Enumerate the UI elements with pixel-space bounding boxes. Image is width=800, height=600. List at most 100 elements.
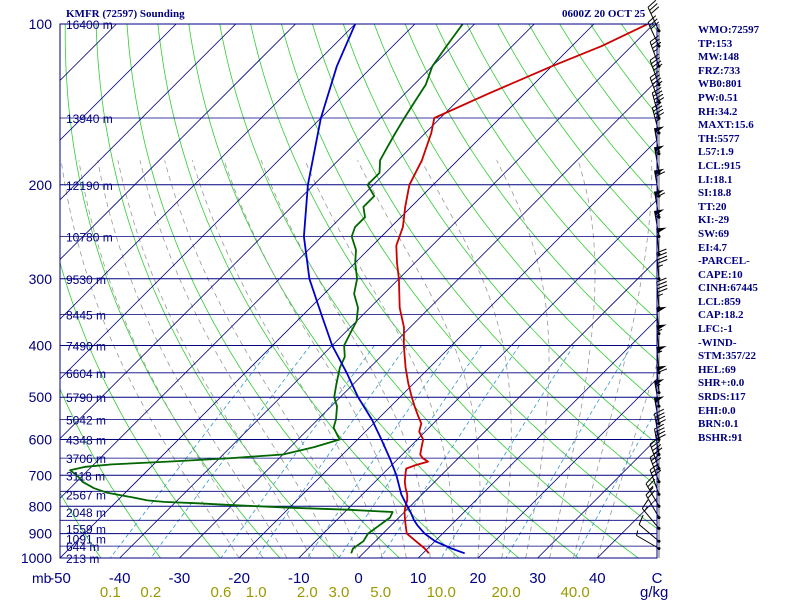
barb-flag — [657, 259, 668, 264]
barb-base-dot — [657, 480, 661, 484]
barb-base-dot — [657, 44, 661, 48]
moist-adiabat-line — [420, 160, 512, 558]
isotherm-line — [60, 24, 475, 440]
barb-flag — [657, 284, 668, 290]
pressure-tick-label: 800 — [29, 498, 53, 514]
barb-base-dot — [657, 371, 661, 375]
barb-base-dot — [657, 547, 661, 550]
moist-adiabat-line — [573, 160, 653, 558]
barb-flag — [647, 15, 657, 23]
barb-base-dot — [657, 516, 661, 520]
barb-half-flag — [649, 485, 654, 491]
index-item: SW:69 — [698, 227, 730, 240]
height-label: 3118 m — [66, 469, 105, 483]
moist-adiabat-line — [304, 160, 455, 558]
mixing-ratio-label: 2.0 — [297, 584, 318, 600]
moist-adiabat-line — [223, 160, 407, 558]
moist-adiabat-line — [191, 160, 383, 558]
pressure-unit-label: mb — [32, 570, 52, 586]
pressure-tick-label: 1000 — [21, 550, 52, 566]
temperature-tick-label: 30 — [529, 570, 546, 587]
barb-flag — [649, 3, 658, 11]
parcel-line — [302, 24, 466, 555]
wind-barb — [636, 530, 661, 550]
index-item: TP:153 — [698, 37, 733, 50]
mixing-ratio-label: 10.0 — [427, 584, 456, 600]
barb-pennant — [656, 324, 667, 331]
mixing-ratio-label: 20.0 — [491, 584, 520, 600]
barb-half-flag — [644, 506, 648, 512]
pressure-tick-label: 200 — [29, 177, 53, 193]
barb-flag — [652, 105, 663, 112]
moist-adiabat-line — [596, 362, 657, 558]
barb-flag — [650, 6, 660, 14]
barb-flag — [641, 499, 649, 509]
moist-adiabat-line — [78, 160, 264, 558]
barb-half-flag — [655, 150, 661, 154]
wind-barb — [656, 277, 668, 310]
height-label: 7490 m — [66, 340, 106, 354]
barb-base-dot — [657, 131, 661, 135]
pressure-tick-label: 700 — [29, 467, 53, 483]
barb-flag — [651, 57, 660, 65]
isotherm-line — [60, 24, 237, 201]
barb-shaft — [649, 457, 660, 482]
barb-base-dot — [657, 504, 661, 508]
index-item: SI:18.8 — [698, 187, 732, 200]
index-item: -PARCEL- — [698, 255, 750, 268]
barb-flag — [651, 440, 660, 448]
temperature-tick-label: 0 — [354, 570, 362, 587]
barb-shaft — [651, 107, 660, 134]
barb-flag — [650, 21, 660, 30]
wind-barb — [638, 514, 661, 543]
index-item: BSHR:91 — [698, 431, 743, 444]
moist-adiabat-line — [60, 160, 240, 558]
pressure-tick-label: 500 — [29, 389, 53, 405]
temperature-tick-label: -50 — [49, 570, 71, 587]
moist-adiabat-line — [139, 160, 335, 558]
barb-half-flag — [657, 328, 663, 332]
height-label: 6604 m — [66, 367, 106, 381]
barb-flag — [645, 487, 654, 496]
isotherm-line — [179, 79, 657, 558]
moist-adiabat-line — [164, 160, 359, 558]
barb-flag — [653, 108, 664, 116]
barb-flag — [649, 18, 658, 27]
barb-base-dot — [657, 100, 661, 104]
barb-flag — [656, 434, 666, 440]
wind-barb — [647, 15, 661, 48]
index-item: CINH:67445 — [698, 282, 758, 295]
isotherm-line — [60, 24, 356, 320]
index-item: LCL:859 — [698, 295, 741, 308]
height-label: 5042 m — [66, 413, 106, 427]
pressure-tick-label: 100 — [29, 16, 53, 32]
barb-base-dot — [657, 349, 661, 353]
mixing-ratio-label: 0.1 — [100, 584, 121, 600]
barb-pennant — [656, 227, 667, 234]
barb-flag — [654, 112, 665, 119]
barb-flag — [651, 38, 660, 46]
temperature-line — [395, 24, 649, 554]
barb-flag — [651, 74, 660, 82]
barb-shaft — [649, 77, 660, 103]
wind-barb — [651, 86, 665, 120]
barb-flag — [657, 288, 668, 293]
mixing-ratio-line — [440, 345, 575, 558]
barb-base-dot — [657, 391, 661, 395]
barb-flag — [638, 514, 644, 525]
barb-flag — [645, 475, 654, 485]
wind-barb — [641, 499, 661, 530]
barb-half-flag — [655, 383, 661, 388]
height-label: 12190 m — [66, 179, 113, 193]
barb-flag — [647, 0, 657, 8]
dry-adiabat-line — [126, 24, 400, 558]
pressure-tick-label: 400 — [29, 338, 53, 354]
index-item: BRN:0.1 — [698, 418, 739, 431]
isotherm-line — [417, 318, 657, 558]
barb-base-dot — [657, 453, 661, 456]
barb-base-dot — [657, 467, 661, 471]
pressure-tick-label: 900 — [29, 526, 53, 542]
sounding-series — [69, 24, 649, 555]
barb-base-dot — [657, 492, 661, 496]
